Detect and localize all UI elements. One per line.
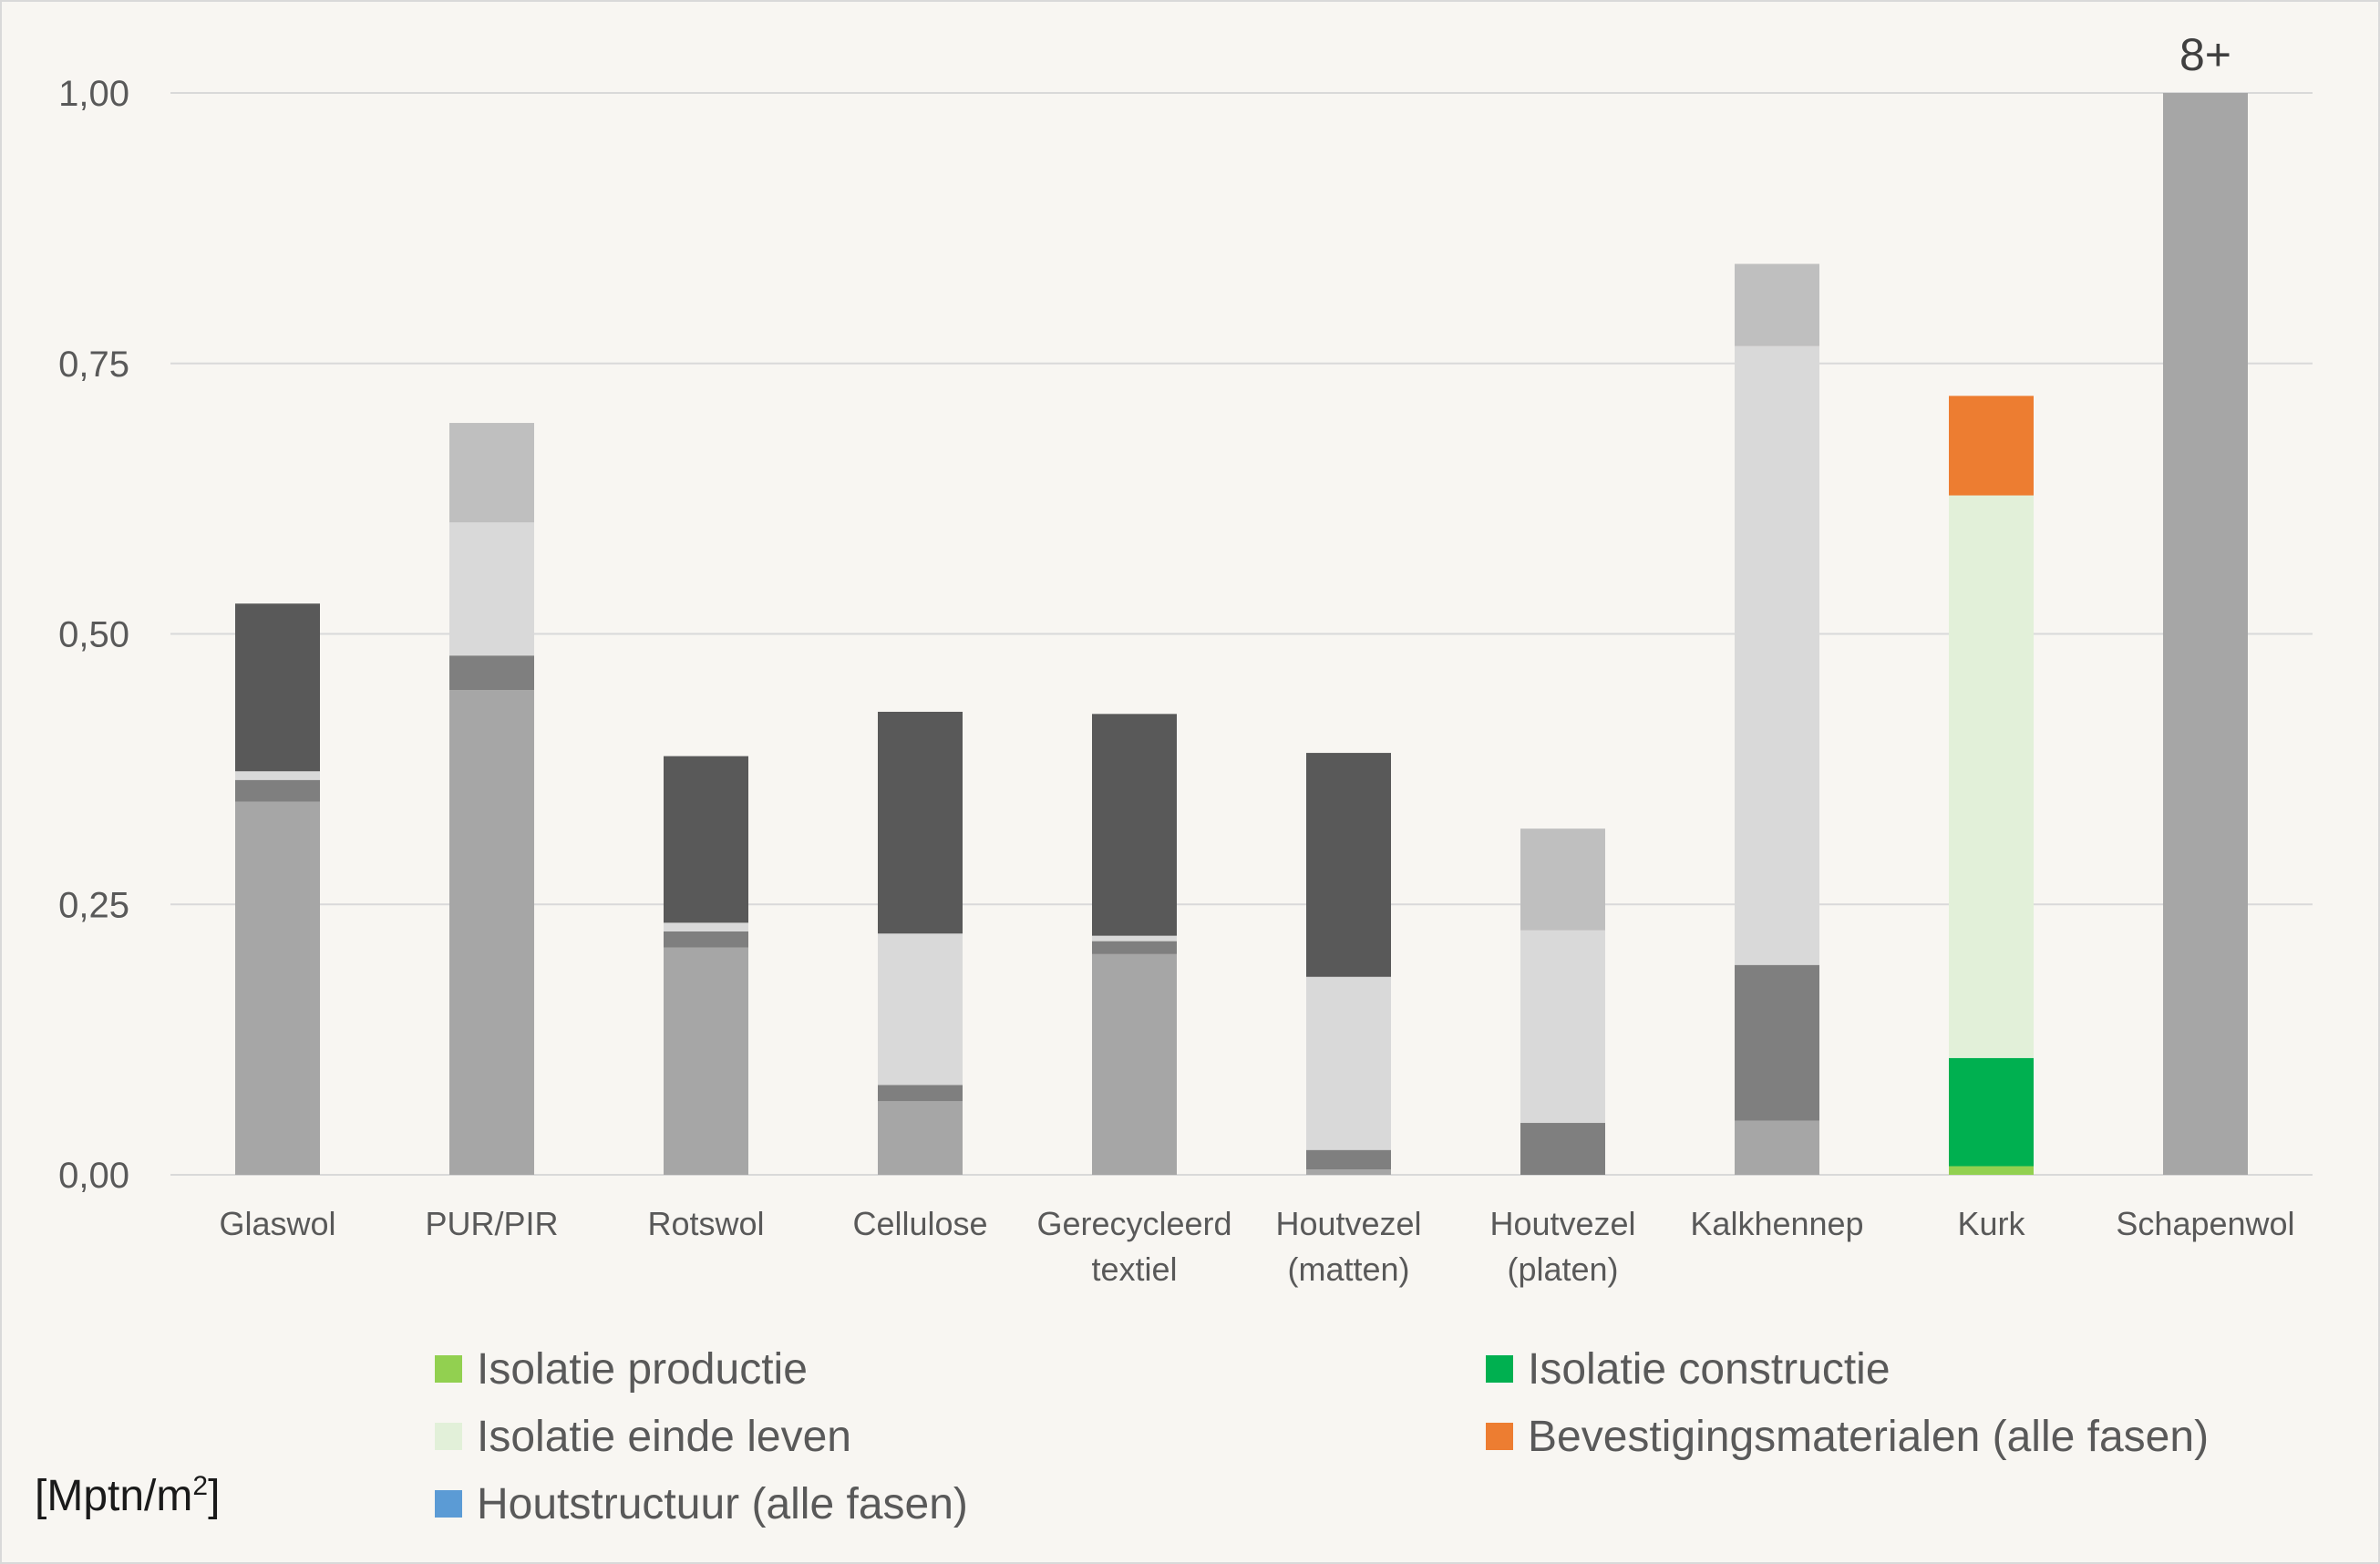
bars [235, 93, 2248, 1175]
bar-segment [1520, 828, 1605, 931]
bar-segment [1735, 345, 1819, 965]
x-category-label: (platen) [1507, 1250, 1618, 1288]
bar-segment [878, 1085, 963, 1102]
legend-swatch [1486, 1355, 1513, 1383]
x-category-label: textiel [1091, 1250, 1177, 1288]
bar-segment [1306, 1149, 1391, 1170]
x-category-label: Glaswol [219, 1205, 335, 1242]
bar-segment [664, 756, 748, 923]
bar-segment [664, 922, 748, 931]
bar-segment [1949, 495, 2034, 1058]
x-category-label: Cellulose [852, 1205, 987, 1242]
y-tick-label: 0,25 [58, 885, 129, 925]
y-tick-label: 0,00 [58, 1156, 129, 1196]
bar-segment [449, 690, 534, 1175]
bar-segment [1949, 396, 2034, 496]
legend-item: Isolatie productie [435, 1342, 808, 1396]
x-axis-category-labels: Glaswol PUR/PIR Rotswol Cellulose Gerecyclee… [219, 1205, 2294, 1288]
unit-suffix: ] [208, 1472, 221, 1520]
x-category-label: Rotswol [647, 1205, 764, 1242]
bar-segment [1092, 953, 1177, 1175]
bar-segment [664, 931, 748, 948]
annotations: 8+ [2179, 29, 2231, 80]
bar-segment [449, 522, 534, 656]
bar-segment [1949, 1057, 2034, 1167]
bar-segment [235, 603, 320, 772]
x-category-label: Houtvezel [1489, 1205, 1635, 1242]
legend-label: Bevestigingsmaterialen (alle fasen) [1528, 1412, 2210, 1461]
stacked-bar-chart: 0,00 0,25 0,50 0,75 1,00 Glaswol PUR/PIR Rotsw… [58, 29, 2313, 1288]
x-category-label: Houtvezel [1275, 1205, 1421, 1242]
legend-swatch [435, 1355, 462, 1383]
legend-item: Houtstructuur (alle fasen) [435, 1477, 968, 1531]
bar-segment [235, 779, 320, 802]
legend-swatch [435, 1423, 462, 1450]
y-tick-label: 0,50 [58, 615, 129, 655]
bar-segment [2163, 93, 2248, 1175]
x-category-label: Kurk [1957, 1205, 2025, 1242]
x-category-label: Gerecycleerd [1036, 1205, 1231, 1242]
bar-segment [1306, 976, 1391, 1150]
bar-segment [449, 423, 534, 523]
x-category-label: (matten) [1287, 1250, 1409, 1288]
bar-segment [1520, 1123, 1605, 1175]
bar-segment [1520, 930, 1605, 1124]
x-category-label: PUR/PIR [425, 1205, 558, 1242]
legend-label: Isolatie productie [477, 1344, 808, 1394]
bar-segment [1735, 964, 1819, 1121]
legend-item: Isolatie constructie [1486, 1342, 1891, 1396]
bar-segment [878, 933, 963, 1086]
y-tick-label: 0,75 [58, 345, 129, 385]
bar-segment [878, 711, 963, 934]
legend-swatch [1486, 1423, 1513, 1450]
bar-segment [1092, 941, 1177, 954]
bar-segment [1735, 263, 1819, 346]
x-category-label: Schapenwol [2116, 1205, 2294, 1242]
bar-segment [235, 801, 320, 1175]
legend-swatch [435, 1490, 462, 1518]
bar-segment [1735, 1120, 1819, 1175]
unit-prefix: [Mptn/m [35, 1472, 193, 1520]
legend-label: Houtstructuur (alle fasen) [477, 1479, 968, 1528]
legend-item: Bevestigingsmaterialen (alle fasen) [1486, 1409, 2209, 1464]
bar-segment [664, 947, 748, 1175]
bar-segment [449, 655, 534, 691]
legend-label: Isolatie constructie [1528, 1344, 1891, 1394]
bar-segment [1306, 753, 1391, 977]
bar-segment [235, 771, 320, 780]
unit-superscript: 2 [192, 1471, 209, 1501]
overflow-label: 8+ [2179, 29, 2231, 80]
bar-segment [1092, 714, 1177, 936]
y-axis-unit-label: [Mptn/m2] [35, 1471, 220, 1521]
legend-label: Isolatie einde leven [477, 1412, 851, 1461]
bar-segment [1949, 1166, 2034, 1175]
y-tick-label: 1,00 [58, 74, 129, 114]
bar-segment [878, 1101, 963, 1175]
y-axis-tick-labels: 0,00 0,25 0,50 0,75 1,00 [58, 74, 129, 1196]
x-category-label: Kalkhennep [1690, 1205, 1863, 1242]
bar-segment [1092, 935, 1177, 941]
bar-segment [1306, 1169, 1391, 1175]
legend-item: Isolatie einde leven [435, 1409, 851, 1464]
